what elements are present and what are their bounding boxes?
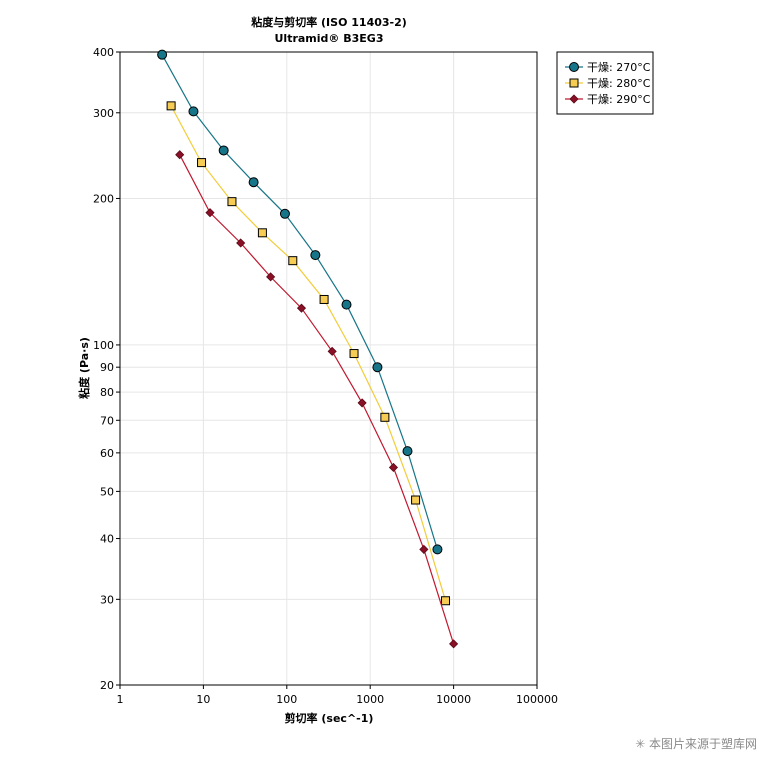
watermark: ✳ 本图片来源于塑库网 (635, 735, 757, 752)
data-point-circle (218, 145, 229, 156)
x-tick-label: 1 (117, 693, 124, 706)
data-point-circle (432, 544, 443, 555)
series-group (157, 49, 443, 555)
y-tick-label: 30 (100, 593, 114, 606)
y-tick-label: 40 (100, 533, 114, 546)
legend-label: 干燥: 270°C (587, 61, 651, 74)
data-point-square (411, 495, 421, 505)
y-tick-label: 100 (93, 339, 114, 352)
data-point-square (227, 197, 237, 207)
x-axis-label: 剪切率 (sec^-1) (285, 711, 374, 725)
data-point-square (257, 228, 267, 238)
chart-title: 粘度与剪切率 (ISO 11403-2) (251, 15, 407, 29)
series-line (179, 154, 455, 645)
y-tick-label: 50 (100, 485, 114, 498)
data-point-diamond (236, 238, 246, 248)
legend: 干燥: 270°C 干燥: 280°C 干燥: 290°C (556, 51, 654, 115)
y-tick-label: 70 (100, 414, 114, 427)
x-tick-label: 100000 (516, 693, 558, 706)
data-point-square (197, 158, 207, 168)
data-point-diamond (296, 303, 307, 313)
y-tick-label: 400 (93, 46, 114, 59)
x-tick-label: 100 (276, 693, 297, 706)
y-tick-label: 300 (93, 107, 114, 120)
data-point-square (319, 294, 329, 304)
data-point-circle (372, 362, 383, 373)
data-point-circle (402, 446, 413, 457)
y-tick-label: 20 (100, 679, 114, 692)
series-group (175, 150, 459, 649)
data-point-diamond (449, 639, 459, 649)
x-tick-label: 10000 (436, 693, 471, 706)
data-point-diamond (266, 272, 276, 282)
data-point-diamond (419, 544, 429, 554)
x-tick-label: 1000 (356, 693, 384, 706)
series-group (166, 101, 451, 606)
plot-area (119, 51, 538, 686)
series-line (170, 105, 447, 601)
watermark-text: 本图片来源于塑库网 (648, 737, 757, 751)
data-point-circle (569, 62, 579, 72)
legend-label: 干燥: 280°C (587, 77, 651, 90)
data-point-diamond (357, 398, 367, 408)
x-tick-label: 10 (196, 693, 210, 706)
data-point-square (441, 596, 451, 606)
y-axis-label: 粘度 (Pa·s) (77, 337, 91, 399)
data-point-diamond (205, 208, 215, 218)
chart-subtitle: Ultramid® B3EG3 (275, 32, 384, 45)
y-tick-label: 90 (100, 361, 114, 374)
series-layer (157, 49, 459, 649)
data-point-circle (279, 208, 290, 219)
data-point-diamond (569, 94, 579, 104)
y-tick-label: 200 (93, 192, 114, 205)
data-point-diamond (175, 150, 185, 160)
asterisk-icon: ✳ (635, 737, 646, 751)
data-point-diamond (327, 346, 337, 356)
data-point-square (349, 349, 359, 359)
data-point-square (288, 256, 298, 266)
data-point-square (380, 412, 390, 422)
data-point-circle (157, 49, 168, 60)
y-tick-label: 80 (100, 386, 114, 399)
data-point-square (166, 101, 176, 111)
data-point-square (569, 78, 579, 88)
data-point-diamond (388, 462, 399, 473)
data-point-circle (341, 299, 352, 310)
y-tick-label: 60 (100, 447, 114, 460)
data-point-circle (188, 106, 199, 117)
y-axis-ticks: 20 30 40 50 60 70 80 90 100 200 300 400 (93, 46, 120, 692)
grid-lines (119, 51, 538, 686)
data-point-circle (310, 250, 321, 261)
x-axis-ticks: 1 10 100 1000 10000 100000 (117, 685, 558, 706)
data-point-circle (248, 177, 259, 188)
legend-label: 干燥: 290°C (587, 93, 651, 106)
series-line (161, 54, 438, 550)
